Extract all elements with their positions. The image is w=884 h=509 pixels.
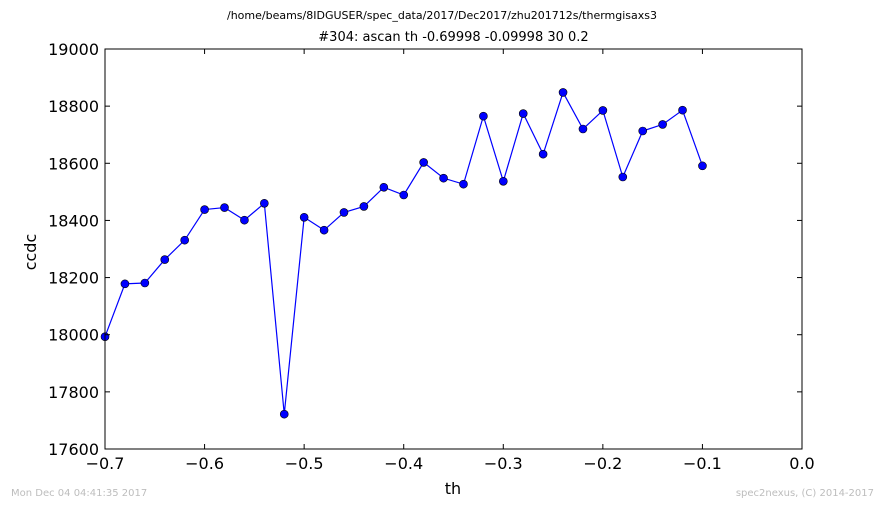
data-point	[220, 203, 229, 212]
data-point	[439, 173, 448, 183]
y-tick-label: 18000	[48, 326, 99, 345]
y-axis-label: ccdc	[21, 234, 40, 271]
series-line	[104, 90, 704, 415]
y-tick-label: 17600	[48, 440, 99, 459]
timestamp-footer: Mon Dec 04 04:41:35 2017	[11, 488, 148, 499]
x-tick-label: −0.6	[185, 454, 224, 473]
y-tick-label: 18200	[48, 269, 99, 288]
x-tick-label: −0.4	[384, 454, 423, 473]
data-point	[399, 190, 409, 200]
chart-title: #304: ascan th -0.69998 -0.09998 30 0.2	[318, 30, 589, 45]
y-tick-label: 17800	[48, 383, 99, 402]
file-path-suptitle: /home/beams/8IDGUSER/spec_data/2017/Dec2…	[227, 9, 657, 22]
data-point	[538, 149, 548, 159]
data-point	[140, 278, 150, 288]
plot-frame	[104, 48, 803, 450]
data-point	[299, 212, 309, 222]
x-tick-label: −0.3	[484, 454, 523, 473]
data-point	[260, 198, 269, 208]
data-point	[678, 105, 687, 115]
data-point	[160, 255, 170, 264]
credit-footer: spec2nexus, (C) 2014-2017	[735, 488, 874, 499]
data-point	[638, 126, 648, 136]
y-tick-label: 18400	[48, 211, 99, 230]
data-point	[359, 202, 369, 211]
data-point	[618, 172, 628, 182]
data-point	[200, 205, 209, 214]
y-tick-label: 18600	[48, 154, 99, 173]
data-point	[319, 225, 329, 235]
data-point	[120, 279, 130, 289]
data-point	[558, 88, 568, 97]
data-point	[598, 106, 608, 115]
x-axis-label: th	[445, 479, 461, 498]
y-tick-label: 19000	[48, 40, 99, 59]
data-point	[459, 179, 468, 189]
x-tick-label: −0.5	[285, 454, 324, 473]
data-point	[698, 161, 707, 171]
data-point	[180, 235, 189, 245]
data-point	[518, 109, 528, 118]
data-point	[419, 158, 428, 167]
data-point	[578, 124, 588, 134]
x-tick-label: −0.7	[86, 454, 125, 473]
data-point	[379, 182, 389, 192]
data-point	[479, 111, 488, 121]
x-tick-label: 0.0	[789, 454, 814, 473]
data-point	[658, 120, 667, 129]
data-point	[499, 176, 508, 186]
data-point	[240, 215, 249, 225]
x-tick-label: −0.1	[683, 454, 722, 473]
data-point	[279, 409, 289, 419]
x-tick-label: −0.2	[583, 454, 622, 473]
data-point	[339, 208, 349, 217]
y-tick-label: 18800	[48, 97, 99, 116]
